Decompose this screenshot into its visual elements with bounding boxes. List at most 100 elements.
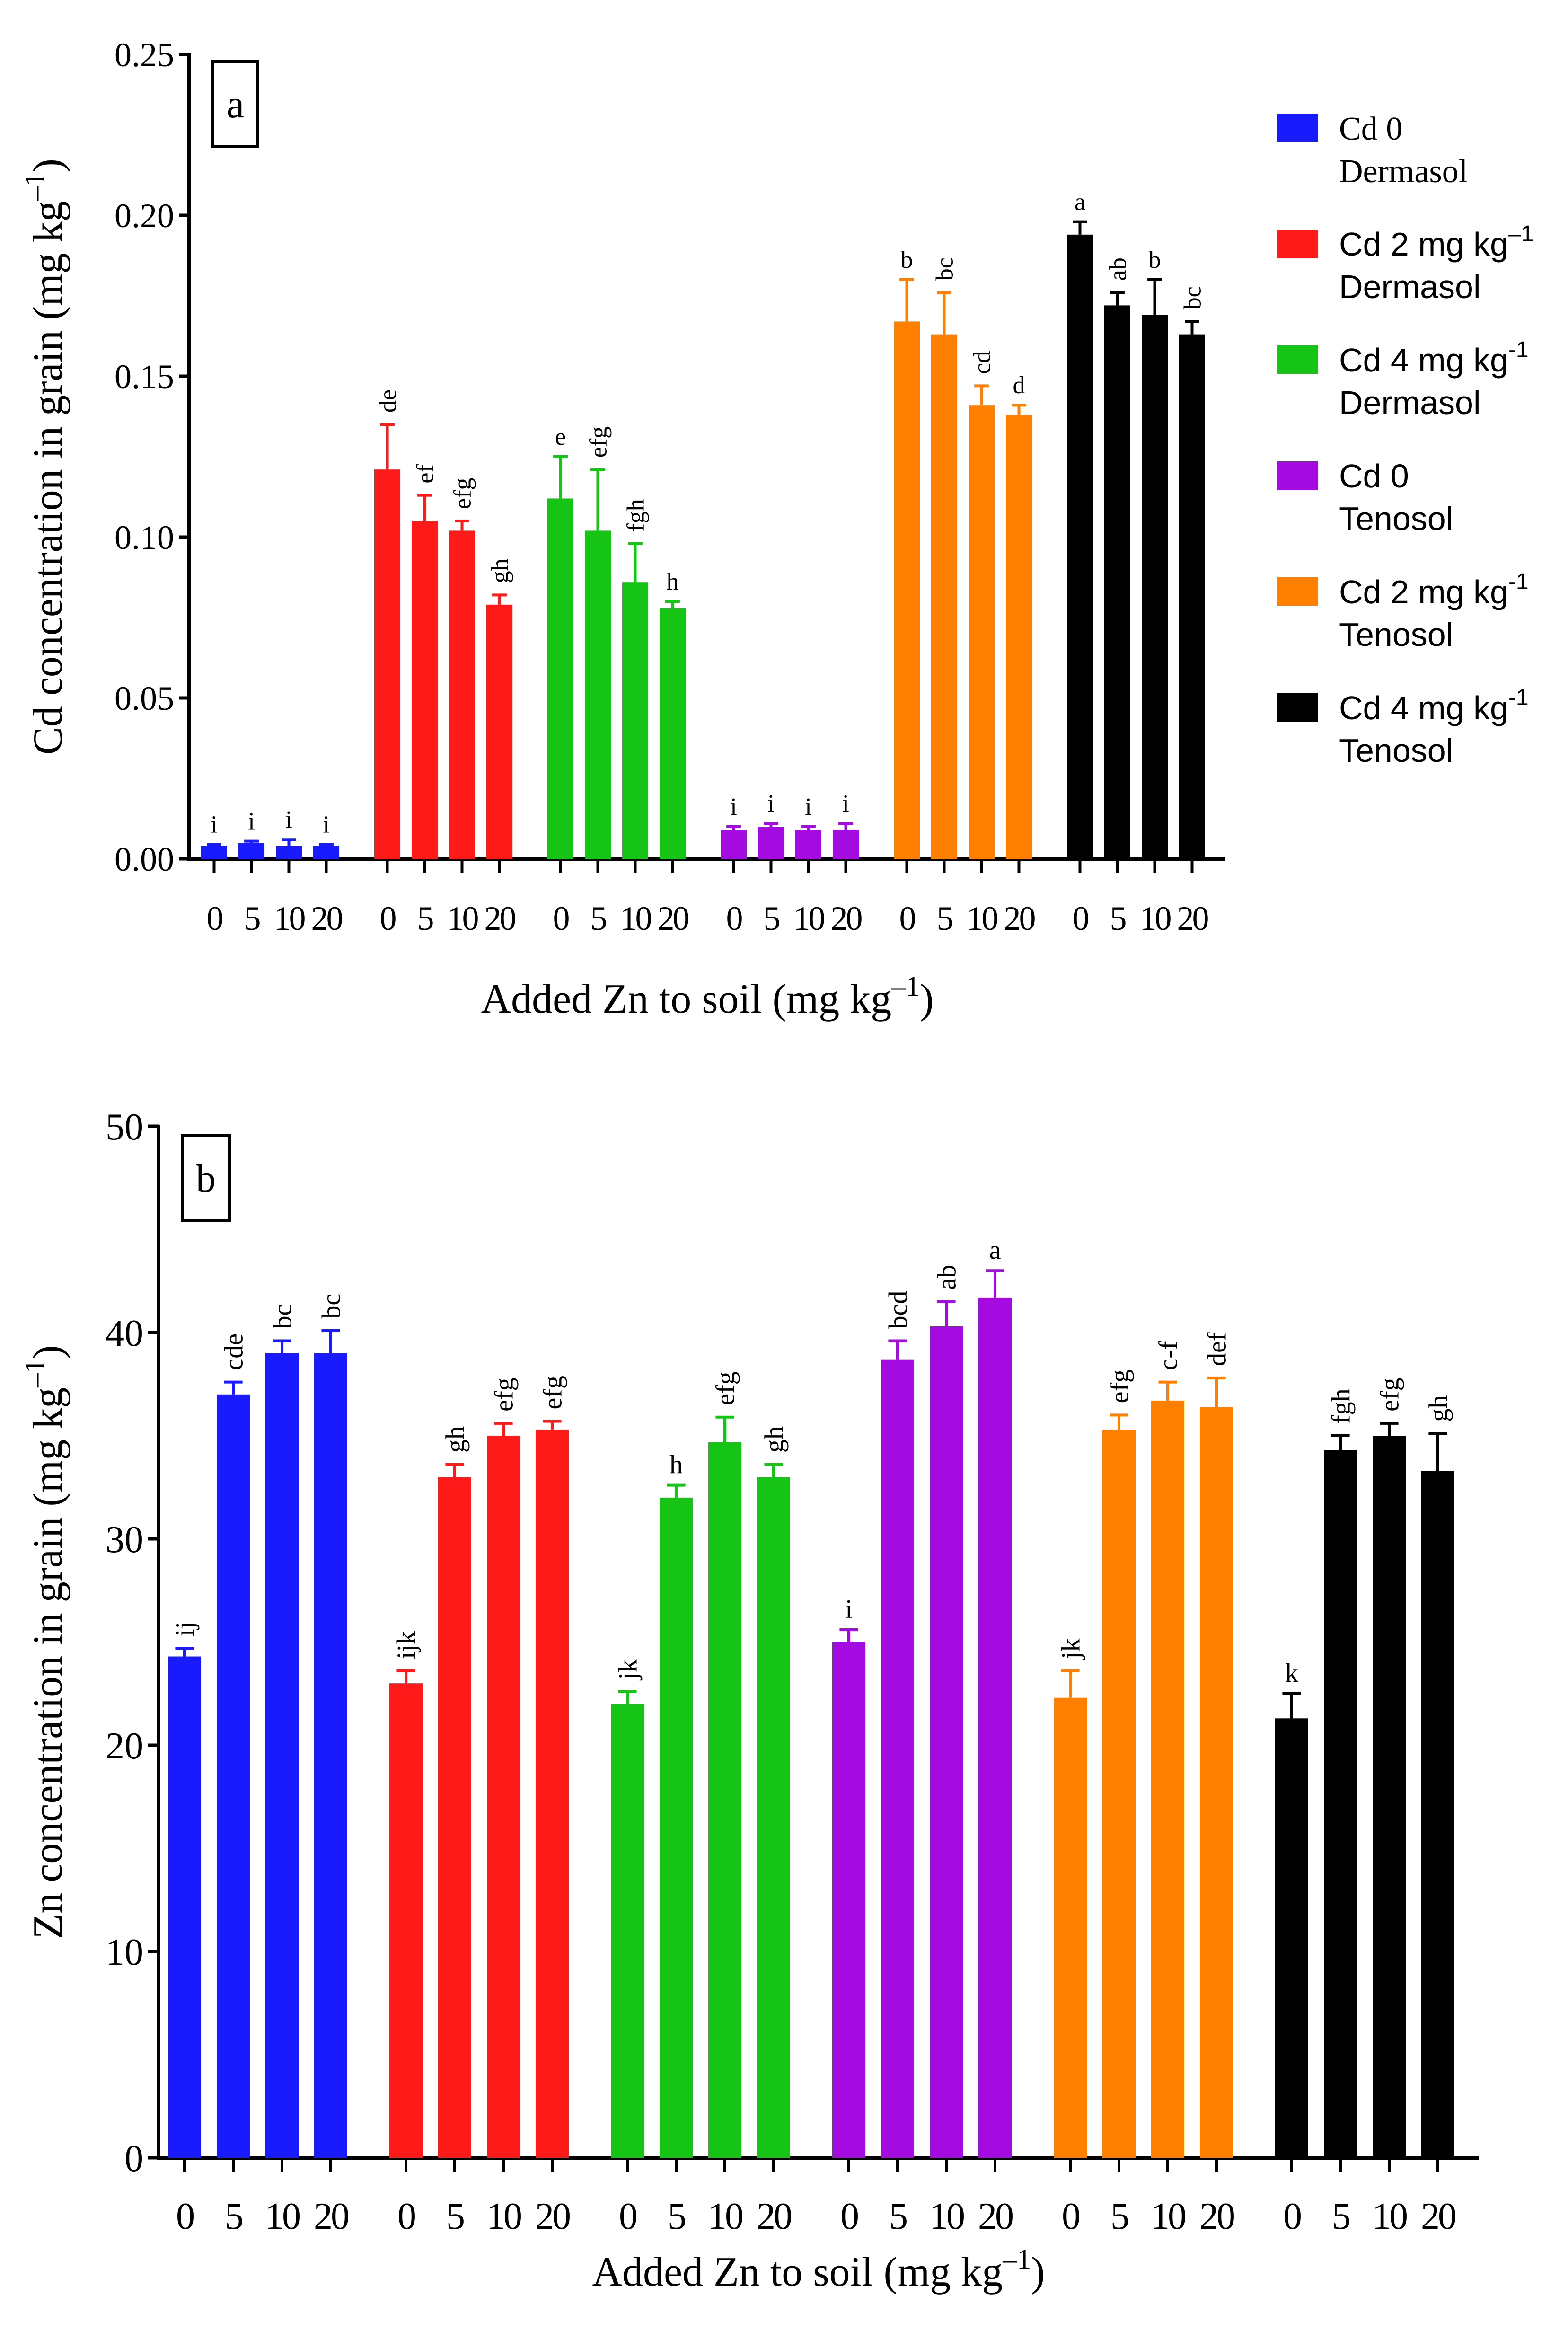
significance-letter: bc — [1180, 286, 1207, 309]
bar — [389, 1683, 423, 2158]
bar — [1179, 334, 1205, 859]
significance-letter: a — [989, 1236, 1001, 1265]
significance-letter: ijk — [392, 1631, 422, 1659]
bar — [276, 846, 302, 859]
significance-letter: efg — [1105, 1369, 1135, 1404]
significance-letter: gh — [441, 1426, 470, 1453]
bar — [622, 582, 648, 859]
bar — [374, 469, 400, 859]
x-tick-label: 0 — [1062, 2196, 1079, 2237]
significance-letter: a — [1075, 189, 1085, 216]
x-tick-label: 5 — [590, 900, 607, 937]
bar — [1373, 1436, 1406, 2158]
x-tick-label: 5 — [1110, 2196, 1128, 2237]
bar — [1142, 315, 1168, 859]
significance-letter: jk — [614, 1659, 643, 1681]
bar — [1006, 415, 1032, 859]
x-tick-label: 20 — [1177, 900, 1208, 937]
bar — [1324, 1450, 1357, 2158]
legend-label-line2: Dermasol — [1339, 384, 1481, 421]
x-tick-label: 0 — [1073, 900, 1089, 937]
x-tick-label: 5 — [1110, 900, 1126, 937]
bar — [265, 1353, 299, 2158]
x-tick-label: 20 — [757, 2196, 791, 2237]
bar — [238, 843, 264, 859]
legend-label-line1: Cd 2 mg kg–1 — [1339, 221, 1533, 263]
significance-letter: def — [1203, 1332, 1232, 1366]
legend-label-line2: Tenosol — [1339, 616, 1453, 653]
x-tick-label: 5 — [1332, 2196, 1349, 2237]
bar — [1054, 1697, 1087, 2158]
bar — [168, 1656, 201, 2158]
legend-label-line2: Dermasol — [1339, 153, 1468, 190]
significance-letter: cd — [969, 351, 996, 374]
significance-letter: h — [669, 1450, 683, 1480]
bar — [313, 846, 339, 859]
x-tick-label: 0 — [726, 900, 742, 937]
significance-letter: i — [805, 794, 811, 821]
x-tick-label: 5 — [937, 900, 953, 937]
significance-letter: efg — [711, 1371, 740, 1405]
significance-letter: i — [285, 806, 292, 833]
legend-label-line2: Dermasol — [1339, 268, 1481, 305]
significance-letter: cde — [220, 1333, 249, 1370]
x-tick-label: 5 — [668, 2196, 685, 2237]
significance-letter: efg — [490, 1377, 519, 1412]
x-tick-label: 0 — [1283, 2196, 1301, 2237]
x-tick-label: 20 — [658, 900, 689, 937]
x-tick-label: 20 — [1004, 900, 1035, 937]
significance-letter: gh — [487, 558, 514, 583]
bar — [217, 1394, 250, 2158]
y-tick-label: 0.25 — [115, 36, 174, 74]
legend-label-line1: Cd 0 — [1339, 111, 1402, 147]
legend-swatch — [1277, 577, 1318, 606]
x-tick-label: 20 — [314, 2196, 348, 2237]
significance-letter: ab — [933, 1265, 962, 1290]
x-tick-label: 10 — [265, 2196, 300, 2237]
legend-label-line2: Tenosol — [1339, 732, 1453, 769]
significance-letter: i — [842, 790, 849, 817]
bar — [438, 1477, 471, 2158]
bar — [449, 530, 475, 859]
y-axis-label: Cd concentration in grain (mg kg–1) — [19, 159, 71, 755]
bar — [1200, 1406, 1233, 2158]
x-tick-label: 20 — [1199, 2196, 1234, 2237]
significance-letter: e — [555, 424, 566, 450]
significance-letter: h — [667, 568, 679, 595]
bar — [1151, 1400, 1184, 2158]
x-tick-label: 10 — [274, 900, 305, 937]
significance-letter: b — [1149, 247, 1161, 274]
significance-letter: bcd — [884, 1291, 913, 1329]
x-tick-label: 10 — [929, 2196, 964, 2237]
bar — [1102, 1429, 1136, 2158]
x-axis-label: Added Zn to soil (mg kg–1) — [481, 971, 934, 1022]
legend-label-line2: Tenosol — [1339, 500, 1453, 537]
significance-letter: bc — [317, 1294, 346, 1319]
x-tick-label: 0 — [619, 2196, 636, 2237]
bar — [660, 608, 686, 859]
x-tick-label: 5 — [244, 900, 260, 937]
significance-letter: efg — [449, 478, 476, 509]
significance-letter: efg — [1375, 1377, 1405, 1412]
significance-letter: jk — [1057, 1638, 1086, 1660]
panel-a-chart: 0.000.050.100.150.200.25ai0i5i10i20de0ef… — [19, 36, 1225, 1022]
legend: Cd 0 Dermasol Cd 2 mg kg–1 Dermasol Cd 4 mg … — [1277, 111, 1533, 769]
x-tick-label: 20 — [831, 900, 862, 937]
significance-letter: bc — [268, 1304, 298, 1329]
y-tick-label: 10 — [106, 1932, 143, 1973]
bar — [660, 1497, 693, 2158]
significance-letter: gh — [760, 1426, 789, 1453]
significance-letter: b — [901, 247, 913, 274]
x-tick-label: 10 — [620, 900, 652, 937]
bar — [536, 1429, 569, 2158]
y-tick-label: 0.05 — [115, 680, 174, 717]
bar — [201, 846, 227, 859]
bar — [547, 498, 573, 859]
x-tick-label: 5 — [225, 2196, 242, 2237]
significance-letter: i — [323, 811, 329, 838]
significance-letter: c-f — [1154, 1341, 1183, 1370]
bar — [708, 1442, 741, 2158]
panel-label-box — [211, 60, 259, 148]
significance-letter: i — [845, 1595, 853, 1624]
